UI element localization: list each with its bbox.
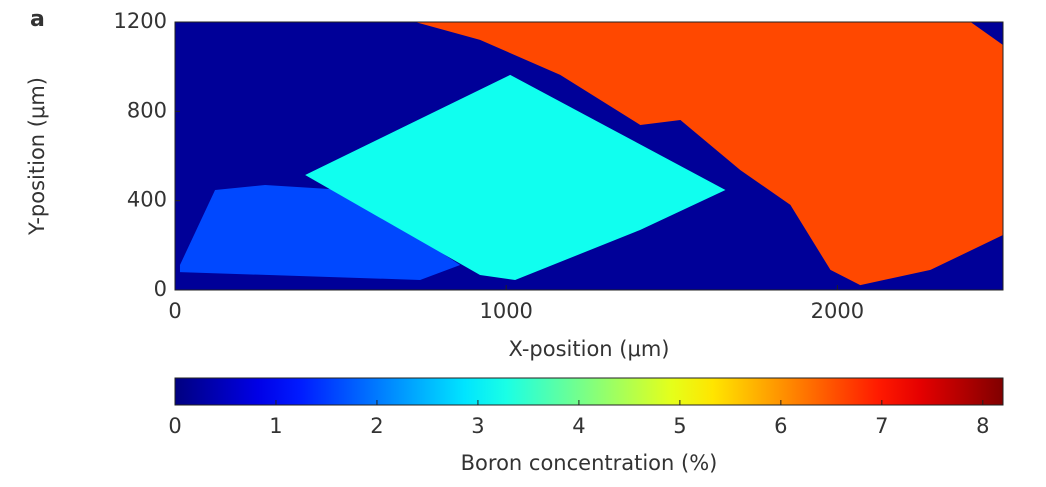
heatmap-region xyxy=(305,74,726,280)
colorbar xyxy=(174,377,1004,406)
y-tick-label: 800 xyxy=(127,98,167,122)
colorbar-label: Boron concentration (%) xyxy=(461,451,718,475)
colorbar-tick-label: 3 xyxy=(471,414,484,438)
colorbar-tick-label: 2 xyxy=(370,414,383,438)
y-tick-label: 0 xyxy=(154,277,167,301)
heatmap-region xyxy=(179,185,461,280)
panel-label: a xyxy=(30,7,45,32)
x-tick-label: 2000 xyxy=(811,299,864,323)
x-tick-label: 1000 xyxy=(479,299,532,323)
colorbar-tick-label: 6 xyxy=(774,414,787,438)
colorbar-tick-label: 1 xyxy=(269,414,282,438)
colorbar-tick-label: 5 xyxy=(673,414,686,438)
plot-frame xyxy=(174,21,1004,291)
y-tick-label: 1200 xyxy=(114,9,167,33)
x-tick-label: 0 xyxy=(168,299,181,323)
colorbar-tick-label: 4 xyxy=(572,414,585,438)
colorbar-tick-label: 8 xyxy=(976,414,989,438)
colorbar-tick-label: 7 xyxy=(875,414,888,438)
x-axis-label: X-position (μm) xyxy=(509,337,670,361)
y-tick-label: 400 xyxy=(127,188,167,212)
heatmap-region xyxy=(415,22,1003,286)
colorbar-tick-label: 0 xyxy=(168,414,181,438)
y-axis-label: Y-position (μm) xyxy=(25,77,49,236)
